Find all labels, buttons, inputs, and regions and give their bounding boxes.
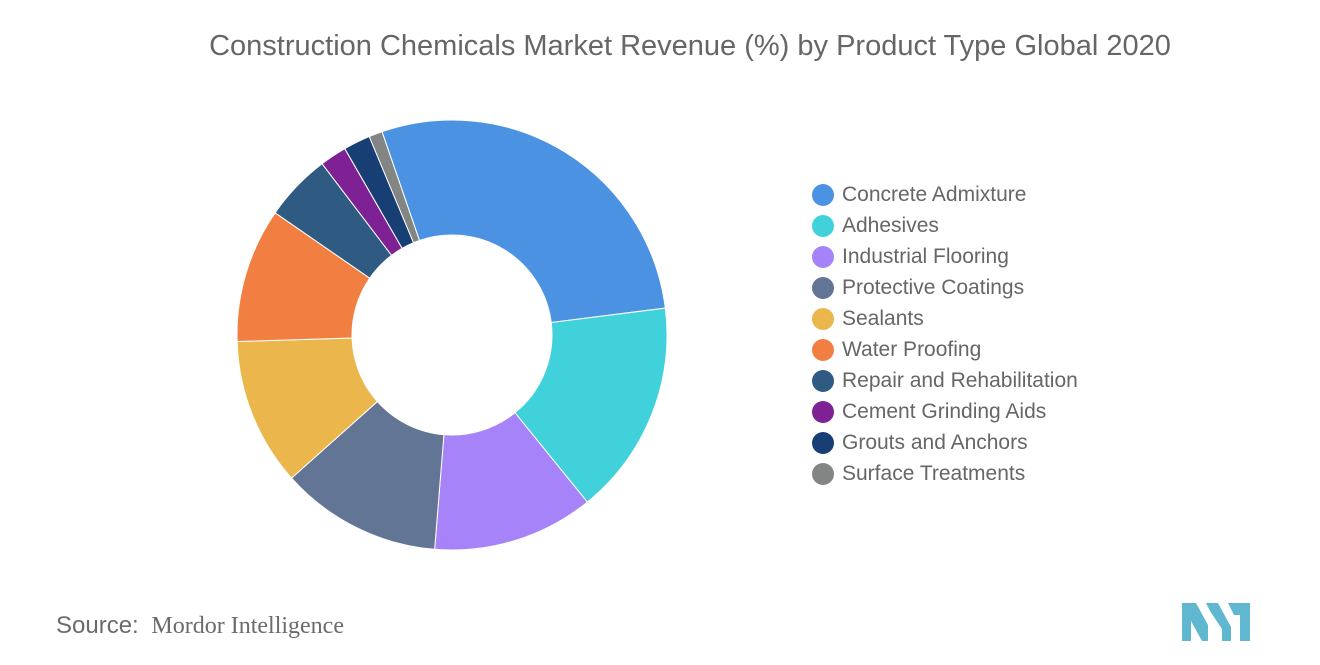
legend-swatch <box>812 276 834 299</box>
legend-swatch <box>812 183 834 206</box>
legend-label: Protective Coatings <box>842 275 1025 299</box>
legend-label: Repair and Rehabilitation <box>842 368 1078 392</box>
legend-label: Surface Treatments <box>842 461 1026 485</box>
legend-label: Water Proofing <box>842 337 982 361</box>
legend-item-concrete-admixture: Concrete Admixture <box>812 179 1078 210</box>
legend-swatch <box>812 462 834 485</box>
mordor-intelligence-logo-icon <box>1182 603 1250 641</box>
source-line: Source: Mordor Intelligence <box>56 612 344 640</box>
slice-concrete-admixture <box>381 119 666 324</box>
legend-swatch <box>812 307 834 330</box>
legend-item-surface-treatments: Surface Treatments <box>812 458 1078 489</box>
legend-item-adhesives: Adhesives <box>812 210 1078 241</box>
donut-slices <box>236 119 668 551</box>
legend-swatch <box>812 400 834 423</box>
slice-surface-treatments <box>368 131 421 244</box>
source-name: Mordor Intelligence <box>151 613 344 639</box>
source-label: Source: <box>56 612 139 639</box>
legend-swatch <box>812 214 834 237</box>
legend-label: Concrete Admixture <box>842 182 1027 206</box>
legend-item-sealants: Sealants <box>812 303 1078 334</box>
legend-item-repair-and-rehabilitation: Repair and Rehabilitation <box>812 365 1078 396</box>
legend-label: Industrial Flooring <box>842 244 1009 268</box>
legend-swatch <box>812 245 834 268</box>
legend-label: Adhesives <box>842 213 939 237</box>
legend-item-industrial-flooring: Industrial Flooring <box>812 241 1078 272</box>
legend-swatch <box>812 431 834 454</box>
legend-item-cement-grinding-aids: Cement Grinding Aids <box>812 396 1078 427</box>
legend-swatch <box>812 338 834 361</box>
legend-item-grouts-and-anchors: Grouts and Anchors <box>812 427 1078 458</box>
legend-item-water-proofing: Water Proofing <box>812 334 1078 365</box>
legend-label: Cement Grinding Aids <box>842 399 1047 423</box>
slice-adhesives <box>514 307 668 503</box>
chart-title: Construction Chemicals Market Revenue (%… <box>209 30 1171 62</box>
chart-legend: Concrete Admixture Adhesives Industrial Fl… <box>812 179 1078 489</box>
legend-swatch <box>812 369 834 392</box>
legend-label: Grouts and Anchors <box>842 430 1028 454</box>
legend-label: Sealants <box>842 306 924 330</box>
legend-item-protective-coatings: Protective Coatings <box>812 272 1078 303</box>
